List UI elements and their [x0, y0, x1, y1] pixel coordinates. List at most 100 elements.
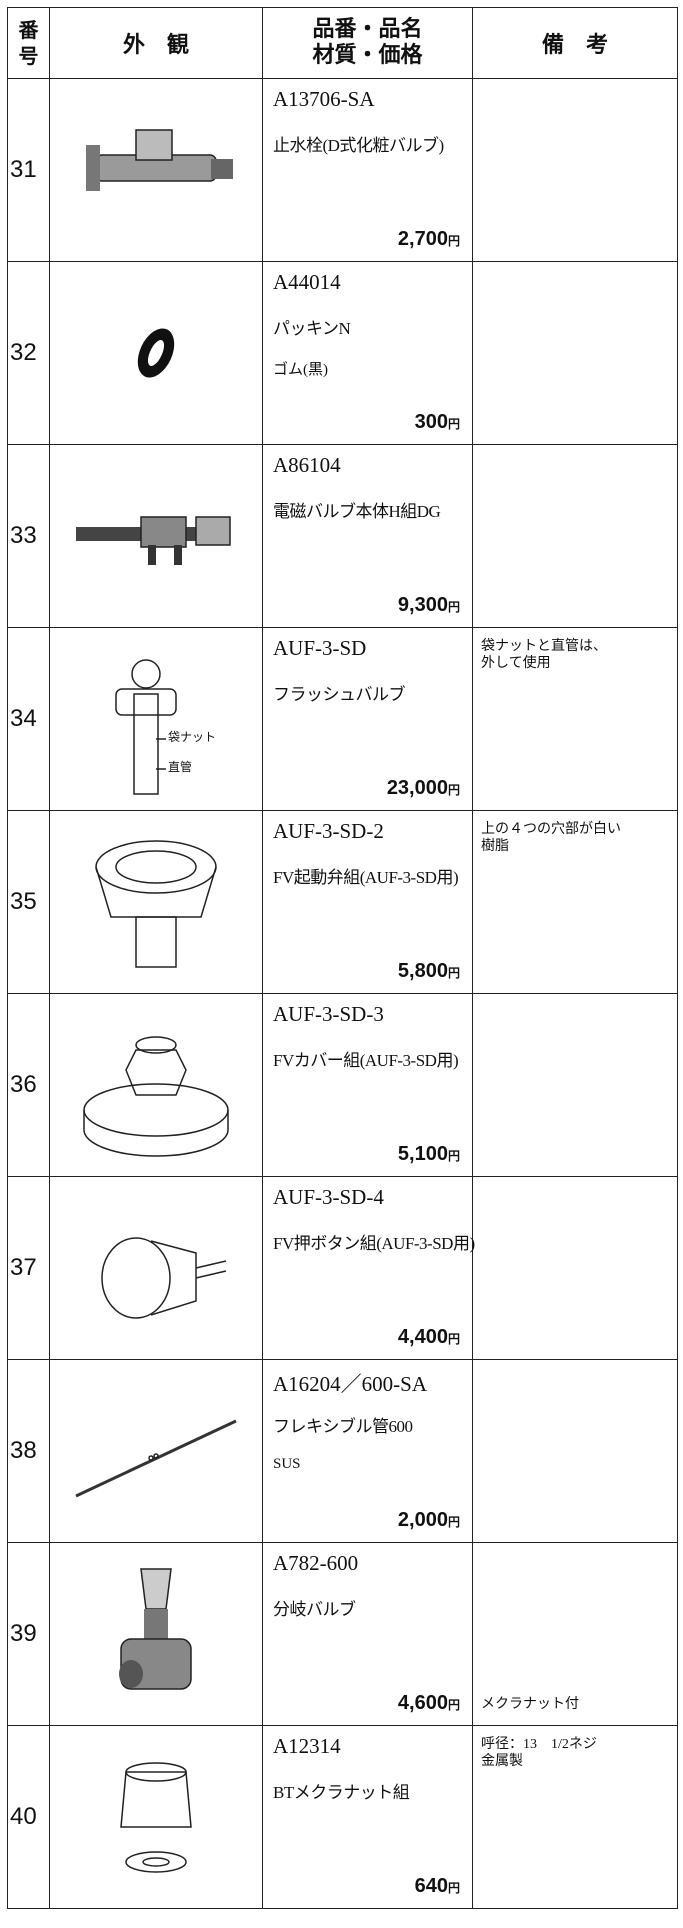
remarks-cell: 上の４つの穴部が白い 樹脂	[472, 810, 678, 994]
remarks: 袋ナットと直管は、 外して使用	[481, 638, 607, 672]
price-value: 23,000	[386, 777, 448, 799]
header-number: 番号	[7, 7, 50, 79]
part-illustration	[120, 1762, 192, 1873]
price: 2,000円	[398, 1509, 460, 1532]
part-number: A16204／600-SA	[273, 1372, 428, 1396]
callout-label: 袋ナット	[168, 730, 217, 744]
appearance-cell	[49, 1176, 263, 1360]
price-value: 4,600	[397, 1692, 448, 1714]
part-illustration	[101, 1237, 227, 1319]
part-row: 31 A13706-SA 止水栓(D式化粧バルブ) 2,700円	[7, 78, 678, 262]
price: 2,700円	[398, 228, 460, 251]
price-value: 2,700	[397, 228, 448, 250]
part-row: 38 A16204／600-SA フレキシブル管600 SUS 2,000円	[7, 1359, 678, 1543]
currency: 円	[447, 1881, 460, 1895]
remarks-line: 呼径：13 1/2ネジ	[481, 1737, 597, 1752]
part-name: フラッシュバルブ	[273, 685, 406, 704]
appearance-cell	[49, 1359, 263, 1543]
part-name: FVカバー組(AUF-3-SD用)	[273, 1051, 459, 1070]
remarks-cell	[472, 261, 678, 445]
appearance-cell	[49, 78, 263, 262]
currency: 円	[447, 417, 460, 431]
header-text: 品番・品名	[312, 17, 423, 42]
appearance-cell	[49, 1542, 263, 1726]
row-number: 36	[7, 993, 50, 1177]
remarks: メクラナット付	[481, 1696, 579, 1713]
header-text: 号	[18, 44, 39, 68]
header-text: 材質・価格	[312, 43, 423, 68]
part-row: 36 AUF-3-SD-3 FVカバー組(AUF-3-SD用) 5,100円	[7, 993, 678, 1177]
remarks-cell	[472, 78, 678, 262]
part-illustration	[86, 129, 233, 191]
row-number: 32	[7, 261, 50, 445]
price: 4,400円	[398, 1326, 460, 1349]
part-name: FV押ボタン組(AUF-3-SD用)	[273, 1234, 475, 1253]
price-value: 2,000	[397, 1509, 448, 1531]
part-row: 35 AUF-3-SD-2 FV起動弁組(AUF-3-SD用) 5,800円 上の４つの…	[7, 810, 678, 994]
currency: 円	[447, 783, 460, 797]
part-name: 電磁バルブ本体H組DG	[273, 502, 441, 521]
row-number: 37	[7, 1176, 50, 1360]
part-row: 34 袋ナット直管 AUF-3-SD フラッシュバルブ 23,000円 袋ナットと直管は、…	[7, 627, 678, 811]
part-number: A782-600	[273, 1551, 359, 1575]
remarks-line: 上の４つの穴部が白い	[481, 822, 621, 837]
currency: 円	[447, 966, 460, 980]
row-number: 34	[7, 627, 50, 811]
part-illustration	[137, 328, 175, 378]
header-item: 品番・品名 材質・価格	[262, 7, 473, 79]
price-value: 300	[414, 411, 448, 433]
remarks-line: 袋ナットと直管は、	[481, 639, 607, 654]
part-illustration	[76, 516, 231, 565]
part-illustration	[115, 659, 177, 795]
row-number: 31	[7, 78, 50, 262]
price: 4,600円	[398, 1692, 460, 1715]
part-name: パッキンN	[273, 319, 351, 338]
header-row: 番号 外 観 品番・品名 材質・価格 備 考	[7, 7, 678, 79]
item-cell: AUF-3-SD-4 FV押ボタン組(AUF-3-SD用) 4,400円	[262, 1176, 475, 1360]
price-value: 4,400	[397, 1326, 448, 1348]
appearance-cell	[49, 444, 263, 628]
price-value: 5,100	[397, 1143, 448, 1165]
remarks: 上の４つの穴部が白い 樹脂	[481, 821, 621, 855]
remarks-cell: メクラナット付	[472, 1542, 678, 1726]
remarks-line: メクラナット付	[481, 1697, 579, 1712]
remarks-line: 外して使用	[481, 656, 551, 671]
row-number: 38	[7, 1359, 50, 1543]
remarks-cell: 袋ナットと直管は、 外して使用	[472, 627, 678, 811]
item-cell: AUF-3-SD-3 FVカバー組(AUF-3-SD用) 5,100円	[262, 993, 473, 1177]
part-number: AUF-3-SD	[273, 636, 367, 660]
material: SUS	[273, 1456, 301, 1472]
part-name: BTメクラナット組	[273, 1783, 410, 1802]
currency: 円	[447, 1698, 460, 1712]
currency: 円	[447, 1515, 460, 1529]
remarks-line: 金属製	[481, 1754, 523, 1769]
part-name: 止水栓(D式化粧バルブ)	[273, 136, 444, 155]
item-cell: A16204／600-SA フレキシブル管600 SUS 2,000円	[262, 1359, 473, 1543]
part-number: A86104	[273, 453, 341, 477]
price: 640円	[415, 1875, 460, 1898]
price: 9,300円	[398, 594, 460, 617]
price-value: 5,800	[397, 960, 448, 982]
row-number: 39	[7, 1542, 50, 1726]
currency: 円	[447, 600, 460, 614]
remarks-cell	[472, 1359, 678, 1543]
part-number: A13706-SA	[273, 87, 375, 111]
item-cell: AUF-3-SD-2 FV起動弁組(AUF-3-SD用) 5,800円	[262, 810, 473, 994]
parts-table: 番号 外 観 品番・品名 材質・価格 備 考 31 A13706-SA 止水栓(D式化…	[7, 7, 678, 1909]
remarks-cell	[472, 444, 678, 628]
part-number: A44014	[273, 270, 341, 294]
part-name: フレキシブル管600	[273, 1417, 413, 1436]
part-illustration	[95, 840, 217, 968]
price: 5,100円	[398, 1143, 460, 1166]
part-number: AUF-3-SD-2	[273, 819, 384, 843]
part-illustration	[75, 1419, 237, 1498]
material: ゴム(黒)	[273, 362, 328, 378]
remarks-line: 樹脂	[481, 839, 509, 854]
row-number: 40	[7, 1725, 50, 1909]
item-cell: A86104 電磁バルブ本体H組DG 9,300円	[262, 444, 473, 628]
price-value: 640	[414, 1875, 448, 1897]
currency: 円	[447, 1149, 460, 1163]
callout-label: 直管	[168, 760, 193, 774]
appearance-cell	[49, 261, 263, 445]
